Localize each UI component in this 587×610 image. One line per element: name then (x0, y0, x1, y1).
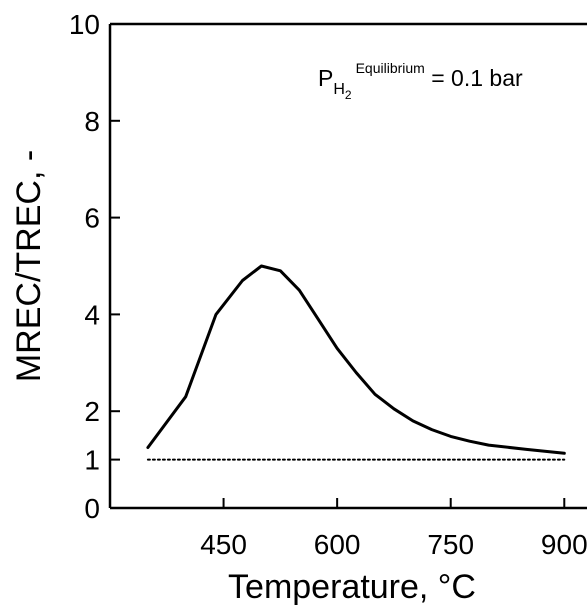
x-tick-label: 750 (427, 529, 474, 560)
y-tick-label: 1 (84, 445, 100, 476)
annotation-subscript: H (333, 81, 345, 98)
x-axis-ticks: 450 600 750 900 (200, 498, 587, 560)
y-tick-label: 6 (84, 203, 100, 234)
y-tick-label: 10 (69, 9, 100, 40)
annotation-text: = 0.1 bar (425, 65, 523, 91)
series-layer (146, 264, 566, 461)
annotation-symbol: P (318, 65, 333, 91)
x-tick-label: 900 (541, 529, 587, 560)
y-tick-label: 8 (84, 106, 100, 137)
annotation-superscript: Equilibrium (356, 60, 425, 76)
y-tick-label: 4 (84, 299, 100, 330)
annotation-equilibrium-pressure: PH2 Equilibrium = 0.1 bar (318, 60, 523, 102)
x-tick-label: 450 (200, 529, 247, 560)
annotation-sub-subscript: 2 (345, 88, 352, 102)
x-tick-label: 600 (314, 529, 361, 560)
y-tick-label: 0 (84, 493, 100, 524)
series-line (146, 264, 566, 455)
plot-area (108, 22, 587, 510)
y-axis-ticks: 0 1 2 4 6 8 10 (69, 9, 120, 524)
y-axis-title: MREC/TREC, - (10, 150, 48, 382)
y-tick-label: 2 (84, 396, 100, 427)
x-axis-title: Temperature, °C (228, 568, 476, 606)
